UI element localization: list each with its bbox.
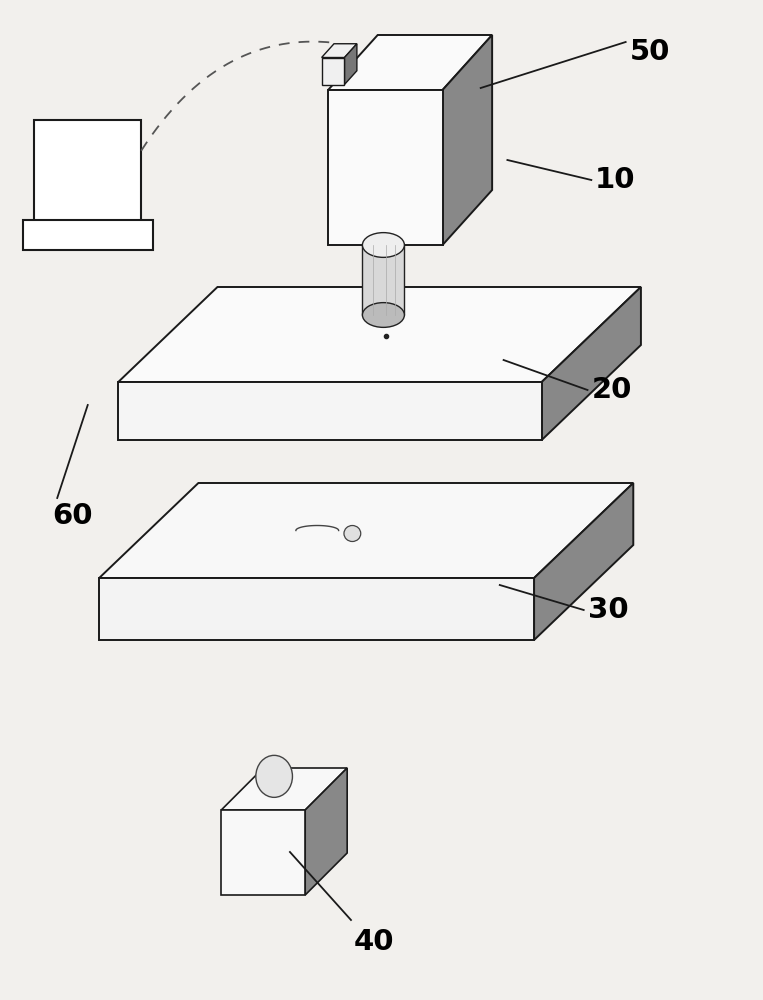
Polygon shape <box>443 35 492 245</box>
Polygon shape <box>221 810 305 895</box>
Text: 20: 20 <box>591 376 632 404</box>
Text: 50: 50 <box>629 38 670 66</box>
Polygon shape <box>118 287 641 382</box>
Bar <box>23 220 153 250</box>
Polygon shape <box>328 90 443 245</box>
Polygon shape <box>221 768 347 810</box>
Polygon shape <box>542 287 641 440</box>
Text: 60: 60 <box>52 502 92 530</box>
Polygon shape <box>322 57 345 85</box>
Ellipse shape <box>344 526 361 542</box>
Ellipse shape <box>362 303 404 327</box>
Ellipse shape <box>362 233 404 257</box>
Bar <box>34 120 141 230</box>
Polygon shape <box>534 483 633 640</box>
Polygon shape <box>99 483 633 578</box>
Text: 30: 30 <box>588 596 628 624</box>
Polygon shape <box>322 44 357 57</box>
Polygon shape <box>99 578 534 640</box>
Polygon shape <box>118 382 542 440</box>
Bar <box>362 245 404 315</box>
Ellipse shape <box>256 755 292 797</box>
Polygon shape <box>305 768 347 895</box>
Polygon shape <box>345 44 357 85</box>
Text: 40: 40 <box>353 928 394 956</box>
Text: 10: 10 <box>595 166 636 194</box>
Polygon shape <box>328 35 492 90</box>
